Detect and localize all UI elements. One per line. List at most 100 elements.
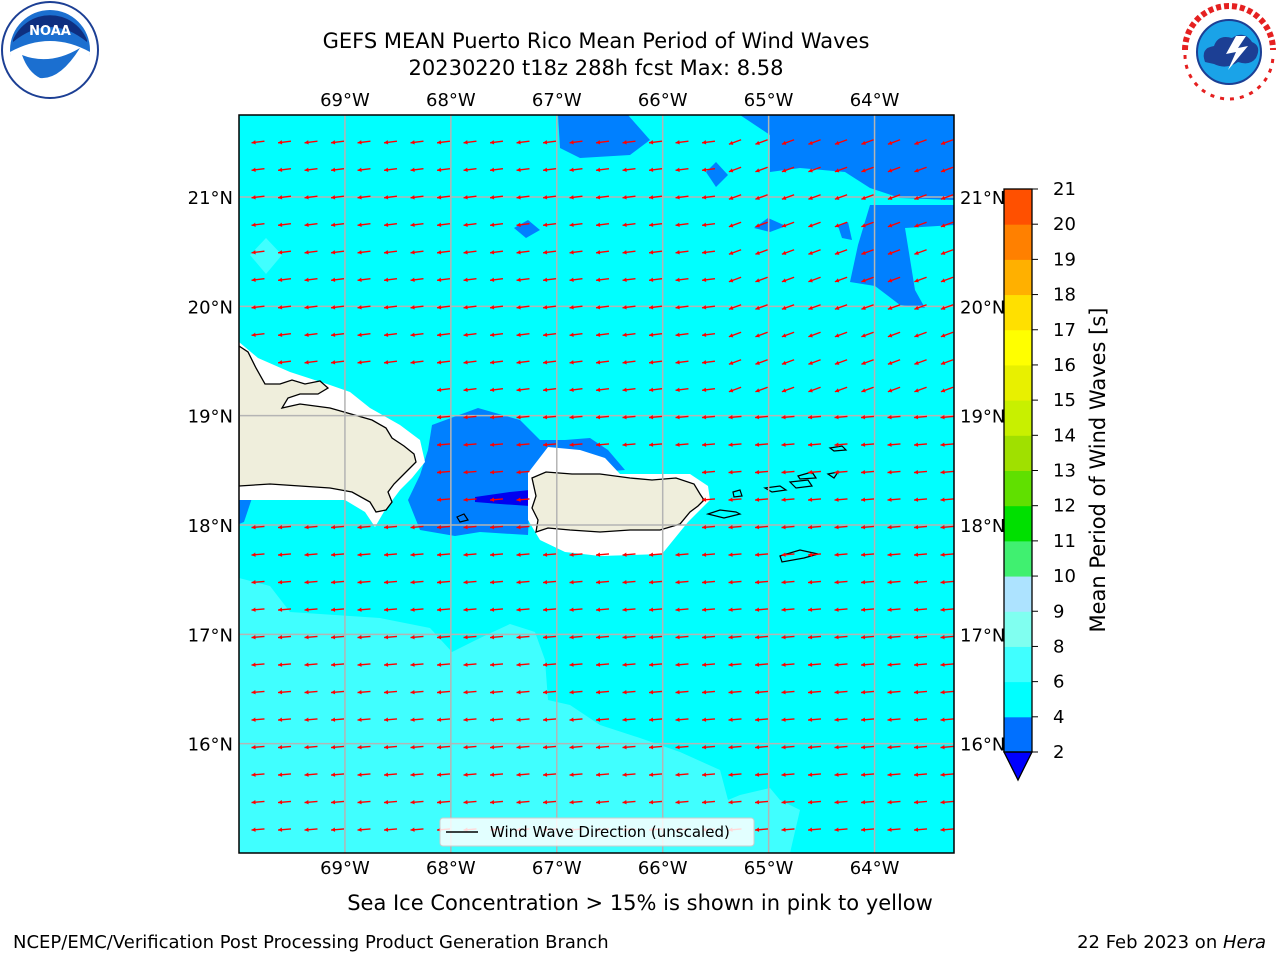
wave-direction-arrow — [489, 497, 504, 502]
wave-direction-arrow — [860, 662, 875, 667]
wave-direction-arrow — [595, 167, 610, 172]
wave-direction-arrow — [914, 359, 927, 365]
wave-direction-arrow — [277, 222, 292, 227]
wave-direction-arrow — [251, 167, 265, 172]
colorbar-tick-label: 8 — [1053, 636, 1064, 657]
lat-label-left: 20°N — [188, 297, 233, 318]
wave-direction-arrow — [463, 635, 477, 640]
wave-direction-arrow — [569, 745, 583, 750]
wave-direction-arrow — [277, 332, 292, 337]
wave-direction-arrow — [277, 250, 292, 255]
wave-direction-arrow — [330, 360, 345, 365]
wave-direction-arrow — [463, 662, 477, 667]
run-date: 22 Feb 2023 on Hera — [1077, 932, 1266, 953]
wave-direction-arrow — [648, 717, 663, 722]
wave-direction-arrow — [622, 717, 636, 722]
wave-direction-arrow — [357, 772, 371, 777]
wave-direction-arrow — [436, 690, 451, 695]
wave-direction-arrow — [622, 552, 636, 557]
wave-direction-arrow — [860, 717, 875, 722]
wave-direction-arrow — [251, 332, 265, 337]
wave-direction-arrow — [489, 277, 504, 282]
wave-direction-arrow — [489, 360, 504, 365]
wave-direction-arrow — [463, 800, 477, 805]
colorbar-tick-label: 2 — [1053, 742, 1064, 763]
wave-direction-arrow — [834, 221, 848, 228]
wave-direction-arrow — [940, 166, 954, 173]
wave-direction-arrow — [489, 690, 504, 695]
wave-direction-arrow — [436, 470, 451, 475]
wave-direction-arrow — [410, 277, 424, 282]
wave-direction-arrow — [595, 635, 610, 640]
wave-direction-arrow — [807, 552, 822, 557]
wave-direction-arrow — [914, 386, 927, 393]
wave-direction-arrow — [728, 662, 742, 667]
wave-direction-arrow — [595, 690, 610, 695]
wave-direction-arrow — [648, 690, 663, 695]
lon-label-bottom: 64°W — [850, 858, 900, 879]
wave-direction-arrow — [330, 690, 345, 695]
wave-direction-arrow — [648, 140, 663, 145]
wave-direction-arrow — [807, 442, 822, 447]
wave-direction-arrow — [357, 662, 371, 667]
wave-direction-arrow — [834, 139, 848, 145]
legend-label: Wind Wave Direction (unscaled) — [490, 823, 730, 841]
wave-direction-arrow — [410, 222, 424, 227]
land-virgin-islands-1 — [763, 485, 788, 493]
wave-direction-arrow — [595, 332, 610, 337]
wave-direction-arrow — [701, 360, 716, 365]
wave-direction-arrow — [516, 277, 530, 282]
wave-direction-arrow — [754, 607, 769, 612]
wave-direction-arrow — [410, 800, 424, 805]
wave-direction-arrow — [913, 552, 928, 557]
wave-direction-arrow — [728, 166, 742, 173]
wave-direction-arrow — [410, 525, 424, 530]
wave-direction-arrow — [781, 194, 795, 200]
wave-direction-arrow — [728, 552, 742, 557]
wave-direction-arrow — [595, 360, 610, 365]
run-date-text: 22 Feb 2023 on — [1077, 932, 1223, 953]
wave-direction-arrow — [781, 276, 795, 283]
wave-direction-arrow — [277, 827, 292, 832]
wave-direction-arrow — [781, 386, 795, 393]
wave-direction-arrow — [755, 304, 768, 310]
wave-direction-arrow — [383, 690, 398, 695]
wave-direction-arrow — [251, 772, 265, 777]
wave-direction-arrow — [648, 662, 663, 667]
wave-direction-arrow — [277, 635, 292, 640]
wave-direction-arrow — [463, 140, 477, 145]
contour-2-4s-islet-4 — [838, 222, 852, 240]
wave-direction-arrow — [913, 580, 928, 585]
wave-direction-arrow — [251, 305, 265, 310]
wave-direction-arrow — [251, 250, 265, 255]
wave-direction-arrow — [648, 800, 663, 805]
wave-direction-arrow — [648, 772, 663, 777]
wave-direction-arrow — [781, 800, 795, 805]
wave-direction-arrow — [595, 662, 610, 667]
wave-direction-arrow — [436, 415, 451, 420]
wave-direction-arrow — [436, 195, 451, 200]
wave-direction-arrow — [887, 745, 901, 750]
wave-direction-arrow — [622, 800, 636, 805]
lat-label-left: 19°N — [188, 407, 233, 428]
wave-direction-arrow — [569, 140, 583, 145]
wave-direction-arrow — [357, 277, 371, 282]
wave-direction-arrow — [516, 195, 530, 200]
wave-direction-arrow — [781, 442, 795, 447]
wave-direction-arrow — [887, 580, 901, 585]
wave-direction-arrow — [861, 221, 874, 228]
wave-direction-arrow — [330, 277, 345, 282]
wave-direction-arrow — [940, 745, 954, 750]
colorbar-segment — [1004, 576, 1032, 612]
wave-direction-arrow — [595, 195, 610, 200]
wave-direction-arrow — [489, 772, 504, 777]
wave-direction-arrow — [940, 525, 954, 530]
wave-direction-arrow — [436, 332, 451, 337]
wave-direction-arrow — [383, 250, 398, 255]
wave-direction-arrow — [834, 772, 848, 777]
wave-direction-arrow — [463, 717, 477, 722]
wave-direction-arrow — [860, 497, 875, 502]
wave-direction-arrow — [728, 304, 742, 310]
wave-direction-arrow — [622, 305, 636, 310]
wave-direction-arrow — [834, 194, 848, 200]
